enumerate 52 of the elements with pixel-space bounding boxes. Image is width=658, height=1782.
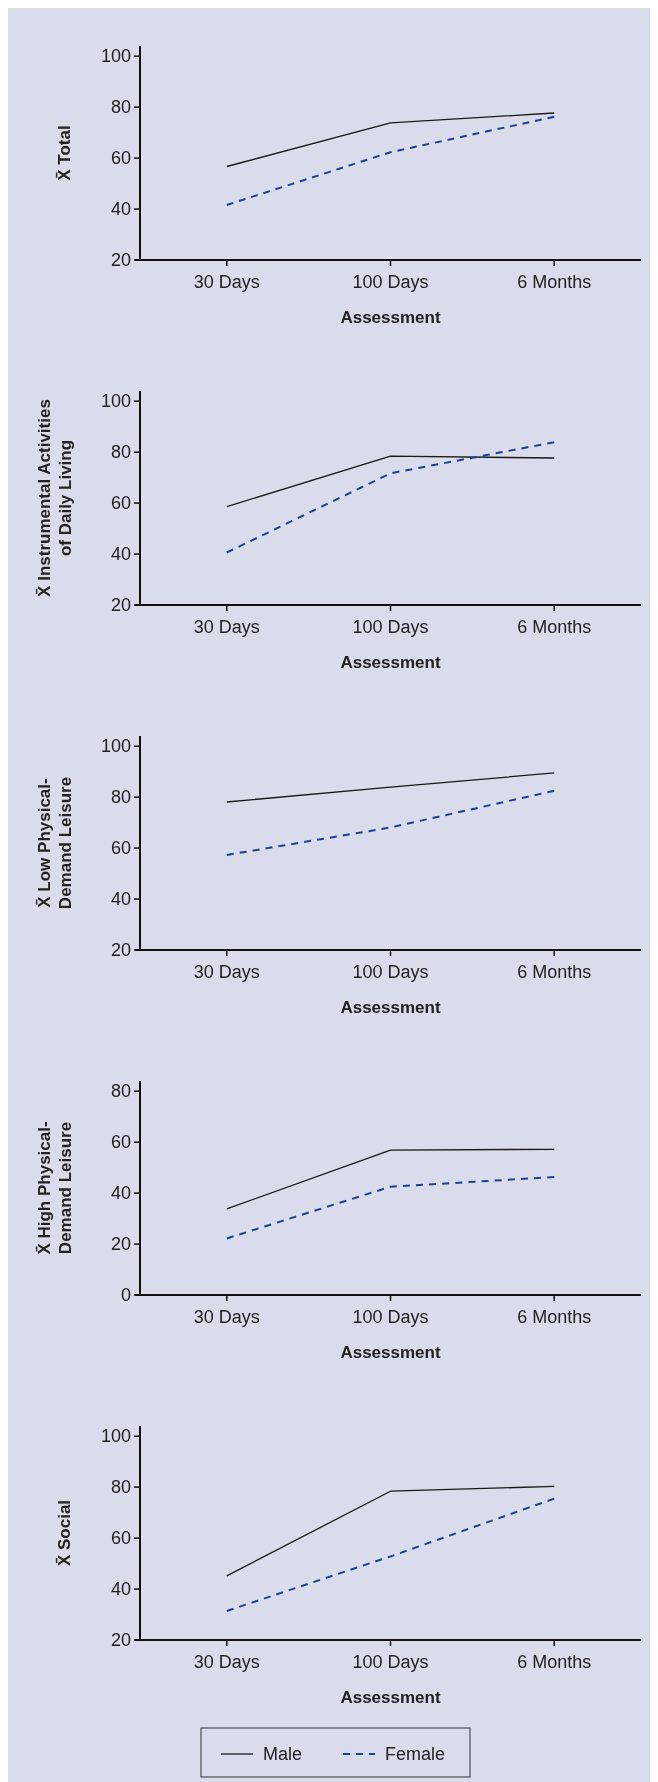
x-tick-label: 100 Days — [352, 1652, 429, 1672]
y-axis-title: X̄ Total — [55, 125, 74, 181]
y-tick-label: 40 — [110, 544, 131, 565]
x-tick-label: 30 Days — [193, 617, 260, 637]
y-tick-label: 100 — [100, 1426, 131, 1447]
y-tick-label: 100 — [100, 46, 131, 67]
y-tick-label: 20 — [110, 1234, 131, 1255]
x-tick-label: 6 Months — [517, 617, 592, 637]
y-tick-label: 80 — [110, 1081, 131, 1102]
y-tick-label: 80 — [110, 442, 131, 463]
x-axis-title: Assessment — [340, 1688, 441, 1707]
x-tick-label: 6 Months — [517, 962, 592, 982]
x-axis-title: Assessment — [340, 998, 441, 1017]
legend-label: Female — [385, 1744, 446, 1764]
y-tick-label: 80 — [110, 1477, 131, 1498]
y-axis-title: X̄ Instrumental Activities of Daily Living — [35, 399, 75, 597]
y-tick-label: 20 — [110, 940, 131, 961]
y-tick-label: 40 — [110, 1579, 131, 1600]
x-tick-label: 100 Days — [352, 962, 429, 982]
y-tick-label: 0 — [120, 1285, 131, 1306]
y-axis-title: X̄ High Physical-Demand Leisure — [35, 1121, 75, 1255]
y-tick-label: 100 — [100, 391, 131, 412]
y-tick-label: 20 — [110, 1630, 131, 1651]
x-tick-label: 30 Days — [193, 1307, 260, 1327]
y-tick-label: 60 — [110, 148, 131, 169]
y-axis-title: X̄ Social — [55, 1499, 74, 1567]
y-tick-label: 40 — [110, 889, 131, 910]
x-axis-title: Assessment — [340, 308, 441, 327]
y-tick-label: 100 — [100, 736, 131, 757]
y-tick-label: 60 — [110, 493, 131, 514]
y-tick-label: 80 — [110, 97, 131, 118]
x-axis-title: Assessment — [340, 653, 441, 672]
x-axis-title: Assessment — [340, 1343, 441, 1362]
x-tick-label: 6 Months — [517, 1307, 592, 1327]
x-tick-label: 100 Days — [352, 617, 429, 637]
x-tick-label: 30 Days — [193, 272, 260, 292]
y-tick-label: 80 — [110, 787, 131, 808]
x-tick-label: 6 Months — [517, 1652, 592, 1672]
y-tick-label: 20 — [110, 595, 131, 616]
legend-label: Male — [263, 1744, 303, 1764]
y-tick-label: 40 — [110, 1183, 131, 1204]
y-tick-label: 60 — [110, 838, 131, 859]
x-tick-label: 100 Days — [352, 1307, 429, 1327]
x-tick-label: 100 Days — [352, 272, 429, 292]
y-tick-label: 20 — [110, 250, 131, 271]
x-tick-label: 30 Days — [193, 962, 260, 982]
y-tick-label: 60 — [110, 1132, 131, 1153]
x-tick-label: 30 Days — [193, 1652, 260, 1672]
y-tick-label: 60 — [110, 1528, 131, 1549]
y-tick-label: 40 — [110, 199, 131, 220]
y-axis-title: X̄ Low Physical-Demand Leisure — [35, 776, 75, 910]
x-tick-label: 6 Months — [517, 272, 592, 292]
